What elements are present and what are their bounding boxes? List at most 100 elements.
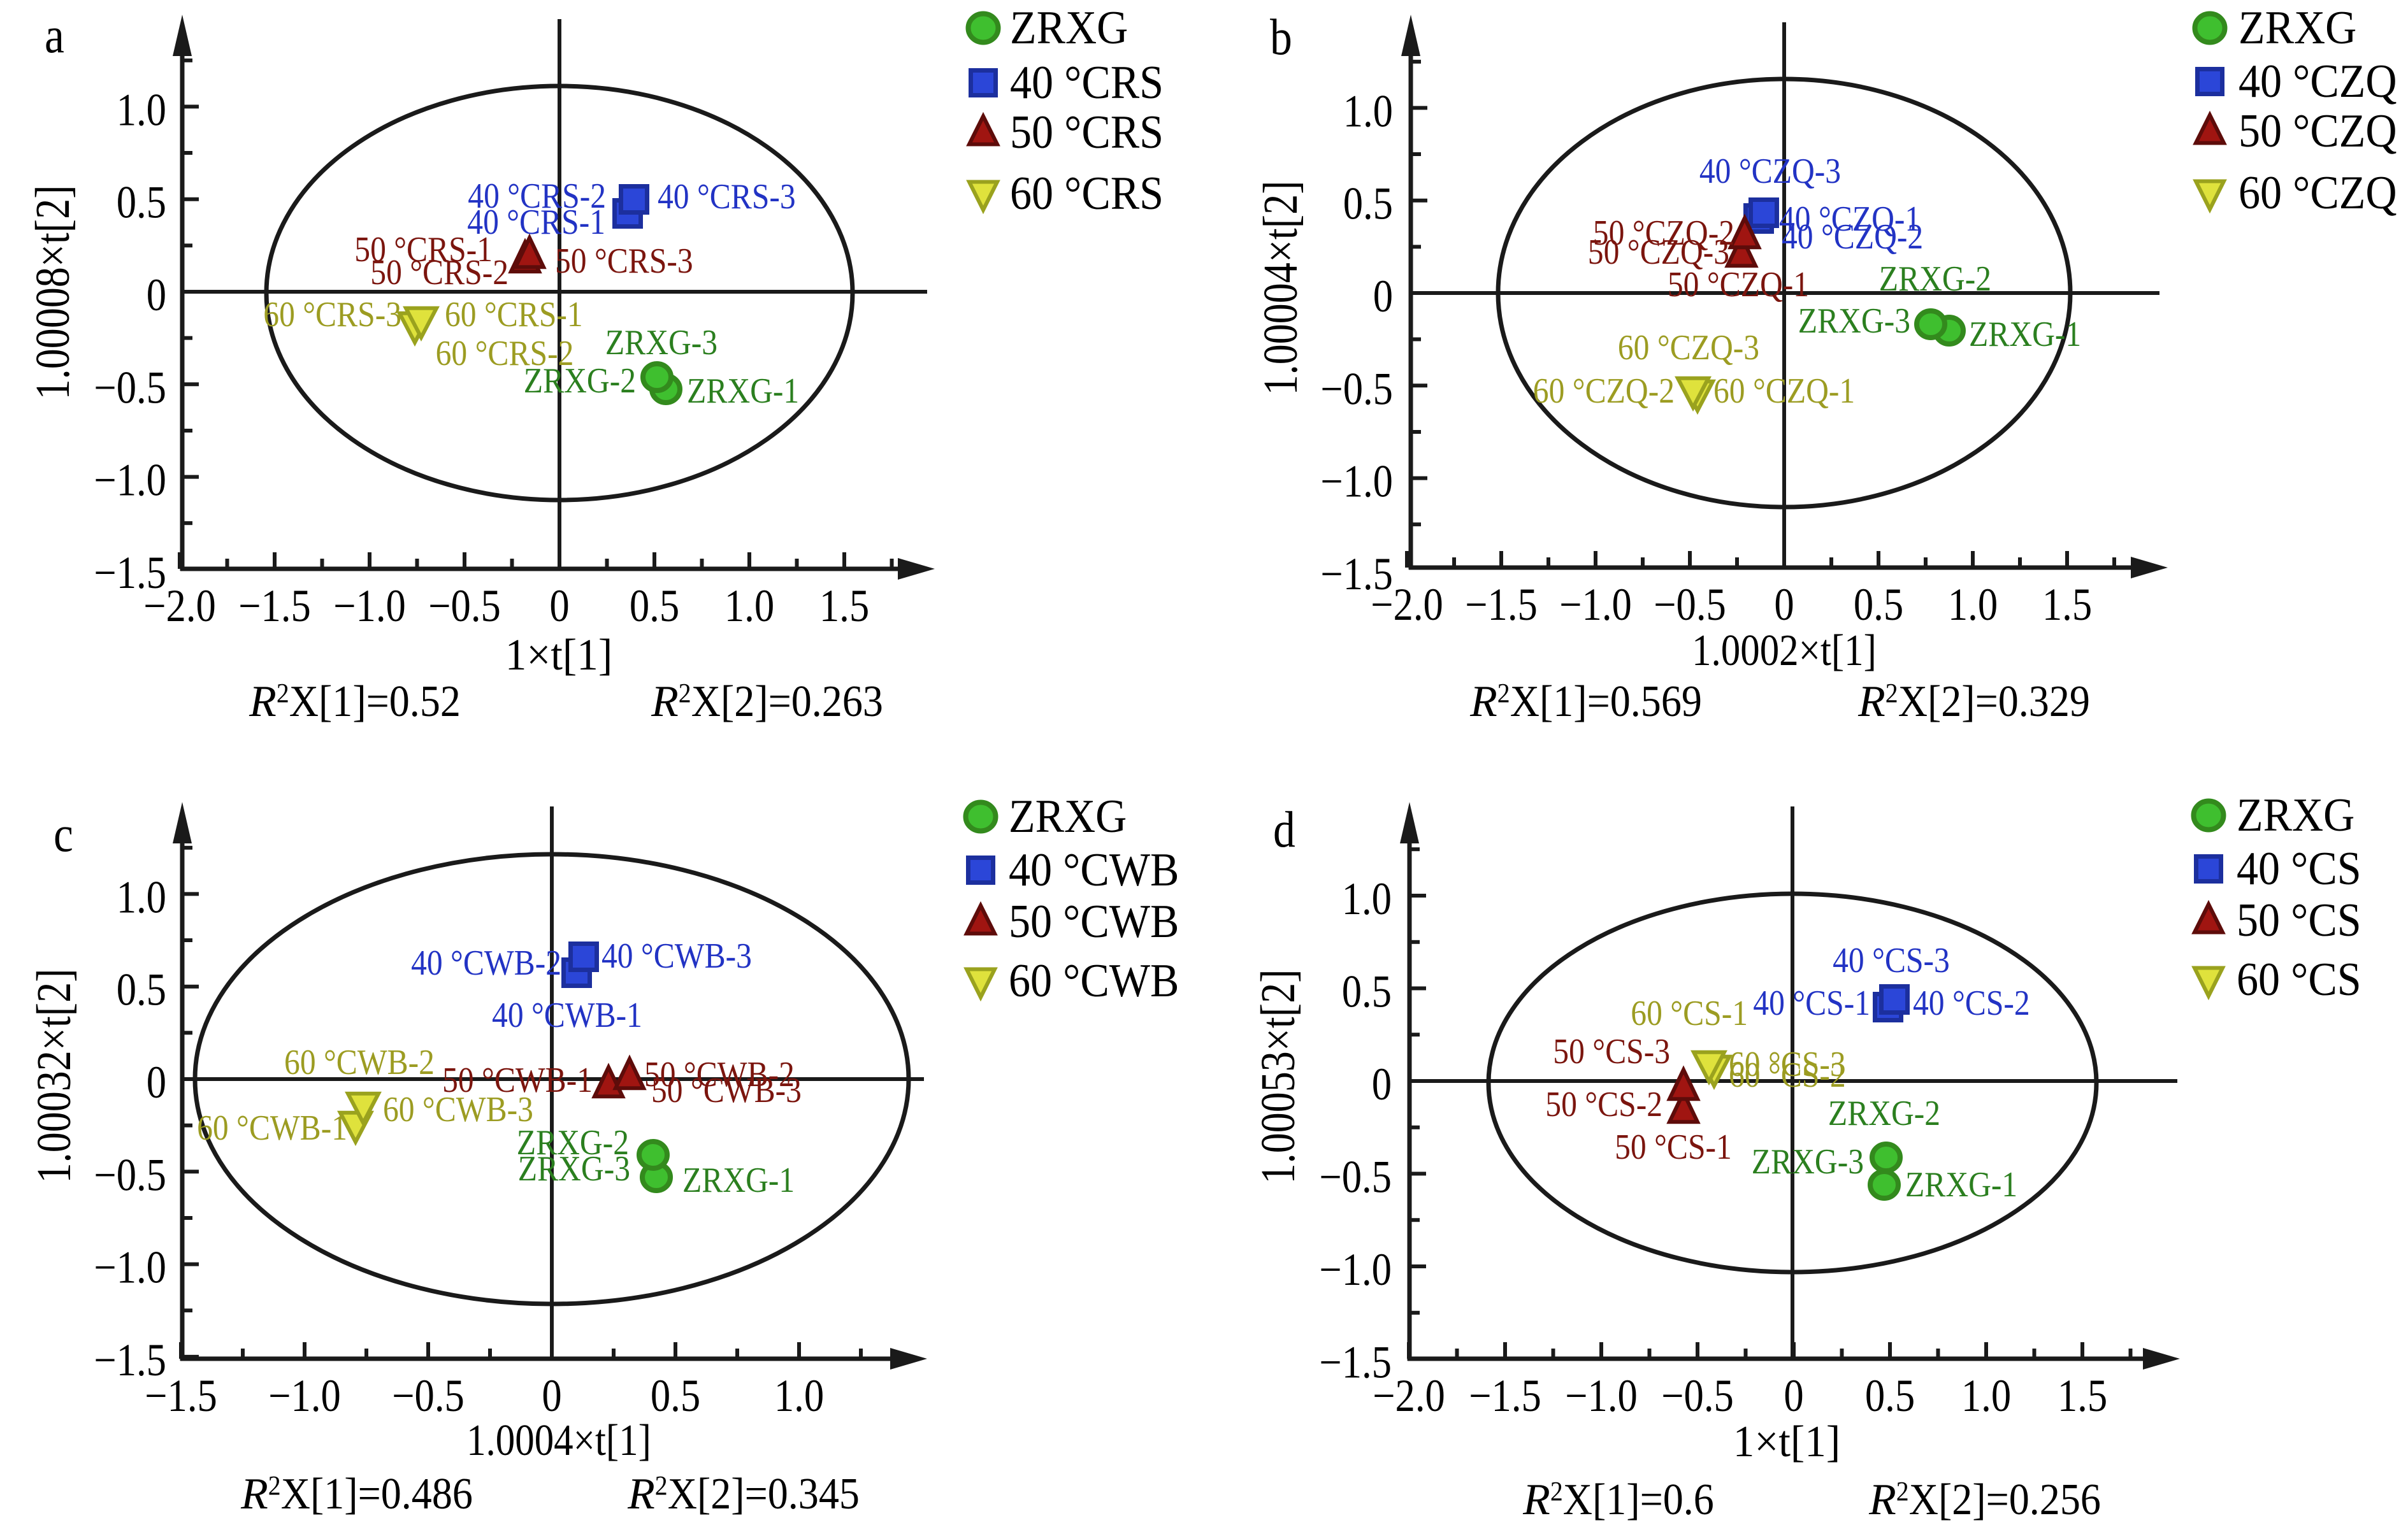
svg-text:60 °CZQ-2: 60 °CZQ-2 [1533,371,1675,411]
svg-text:1.0: 1.0 [117,871,166,922]
svg-text:−0.5: −0.5 [1654,579,1726,630]
svg-text:ZRXG: ZRXG [1010,2,1128,54]
svg-text:40 °CZQ: 40 °CZQ [2239,55,2397,108]
svg-text:50 °CS-2: 50 °CS-2 [1545,1085,1662,1124]
svg-text:40 °CRS: 40 °CRS [1010,57,1164,109]
svg-text:1.00032×t[2]: 1.00032×t[2] [27,969,81,1184]
svg-text:50 °CRS-3: 50 °CRS-3 [555,241,693,281]
svg-text:−1.5: −1.5 [145,1370,217,1421]
svg-text:R: R [1857,677,1885,726]
svg-text:R: R [1469,677,1497,726]
svg-text:40 °CZQ-1: 40 °CZQ-1 [1779,199,1921,239]
svg-text:−1.5: −1.5 [1469,1370,1541,1421]
svg-text:60 °CWB-1: 60 °CWB-1 [197,1108,347,1148]
svg-text:X[2]=0.263: X[2]=0.263 [691,677,883,726]
svg-text:40 °CWB-2: 40 °CWB-2 [411,943,561,983]
svg-text:−0.5: −0.5 [94,1149,166,1200]
svg-text:−1.5: −1.5 [94,547,166,598]
svg-text:40 °CS: 40 °CS [2237,843,2361,895]
svg-text:1.00004×t[2]: 1.00004×t[2] [1254,181,1308,396]
svg-text:1.5: 1.5 [2042,579,2092,630]
svg-text:b: b [1270,10,1292,66]
svg-text:50 °CWB-2: 50 °CWB-2 [644,1055,795,1094]
svg-text:60 °CWB-3: 60 °CWB-3 [383,1090,533,1129]
svg-text:−0.5: −0.5 [392,1370,465,1421]
svg-text:0.5: 0.5 [651,1370,700,1421]
svg-text:−1.0: −1.0 [1320,456,1393,507]
svg-text:60 °CS: 60 °CS [2237,954,2361,1006]
svg-text:−1.5: −1.5 [1319,1337,1392,1388]
svg-text:50 °CWB-1: 50 °CWB-1 [442,1061,593,1100]
svg-text:ZRXG-1: ZRXG-1 [687,371,799,411]
svg-text:R: R [1868,1475,1896,1524]
svg-text:60 °CS-1: 60 °CS-1 [1631,994,1748,1033]
svg-text:40 °CZQ-2: 40 °CZQ-2 [1782,217,1923,257]
svg-text:−0.5: −0.5 [428,580,501,631]
svg-text:0.5: 0.5 [117,177,166,228]
svg-text:0: 0 [147,1057,166,1108]
svg-text:0: 0 [1372,1059,1392,1110]
svg-text:40 °CWB: 40 °CWB [1009,844,1179,896]
svg-text:40 °CS-3: 40 °CS-3 [1833,941,1950,980]
svg-text:1.0: 1.0 [1961,1370,2011,1421]
svg-text:1.5: 1.5 [819,580,869,631]
svg-text:50 °CZQ-2: 50 °CZQ-2 [1593,213,1734,253]
svg-text:ZRXG-1: ZRXG-1 [1969,315,2081,354]
svg-text:1.0: 1.0 [1948,579,1998,630]
svg-text:−0.5: −0.5 [1320,363,1393,414]
svg-text:40 °CRS-1: 40 °CRS-1 [467,203,605,242]
svg-text:−2.0: −2.0 [1371,579,1443,630]
svg-text:X[2]=0.345: X[2]=0.345 [668,1470,860,1519]
svg-text:1.0: 1.0 [1342,873,1392,924]
svg-text:40 °CWB-3: 40 °CWB-3 [602,936,752,976]
svg-text:40 °CZQ-3: 40 °CZQ-3 [1699,152,1841,191]
svg-text:ZRXG-3: ZRXG-3 [518,1149,630,1189]
svg-text:0: 0 [542,1370,561,1421]
svg-text:−2.0: −2.0 [143,580,216,631]
svg-text:ZRXG-2: ZRXG-2 [524,361,636,401]
svg-text:X[1]=0.569: X[1]=0.569 [1510,677,1702,726]
svg-text:0: 0 [1774,579,1794,630]
svg-text:ZRXG-2: ZRXG-2 [1828,1094,1940,1133]
svg-text:0: 0 [549,580,569,631]
svg-text:50 °CZQ-1: 50 °CZQ-1 [1668,265,1809,304]
svg-text:2: 2 [1896,1477,1909,1507]
svg-text:−0.5: −0.5 [94,362,166,413]
svg-text:60 °CRS-3: 60 °CRS-3 [263,295,401,334]
svg-text:50 °CS-1: 50 °CS-1 [1615,1128,1732,1167]
svg-text:2: 2 [679,678,691,708]
svg-text:40 °CRS-2: 40 °CRS-2 [468,176,606,216]
svg-text:50 °CWB-3: 50 °CWB-3 [651,1071,802,1110]
svg-text:−0.5: −0.5 [1319,1152,1392,1203]
svg-text:1.0004×t[1]: 1.0004×t[1] [466,1416,651,1465]
svg-text:−1.5: −1.5 [1320,548,1393,599]
svg-text:1.0002×t[1]: 1.0002×t[1] [1692,626,1877,675]
svg-text:50 °CRS: 50 °CRS [1010,106,1164,159]
svg-text:2: 2 [1550,1477,1563,1507]
svg-text:0: 0 [147,269,166,320]
svg-text:−0.5: −0.5 [1661,1370,1734,1421]
svg-text:50 °CRS-1: 50 °CRS-1 [354,230,493,269]
svg-text:60 °CRS-2: 60 °CRS-2 [436,334,574,373]
svg-text:1.0: 1.0 [117,84,166,135]
svg-text:0.5: 0.5 [1343,178,1393,229]
svg-text:0.5: 0.5 [1342,966,1392,1017]
svg-text:−1.0: −1.0 [268,1370,341,1421]
svg-text:X[2]=0.329: X[2]=0.329 [1898,677,2090,726]
svg-text:R: R [1522,1475,1550,1524]
svg-text:60 °CWB-2: 60 °CWB-2 [284,1043,435,1082]
svg-text:60 °CRS: 60 °CRS [1010,168,1164,220]
svg-text:50 °CS: 50 °CS [2237,894,2361,947]
svg-text:1.0: 1.0 [1343,85,1393,136]
svg-text:R: R [240,1470,268,1519]
svg-text:50 °CZQ-3: 50 °CZQ-3 [1588,233,1729,272]
svg-text:ZRXG-3: ZRXG-3 [605,323,717,362]
svg-text:40 °CWB-1: 40 °CWB-1 [492,996,642,1035]
svg-text:2: 2 [1497,678,1510,708]
svg-text:2: 2 [1885,678,1898,708]
svg-text:0.5: 0.5 [1854,579,1903,630]
svg-text:ZRXG: ZRXG [1009,791,1127,843]
svg-text:−1.0: −1.0 [333,580,406,631]
svg-text:R: R [651,677,679,726]
svg-text:−1.5: −1.5 [238,580,311,631]
